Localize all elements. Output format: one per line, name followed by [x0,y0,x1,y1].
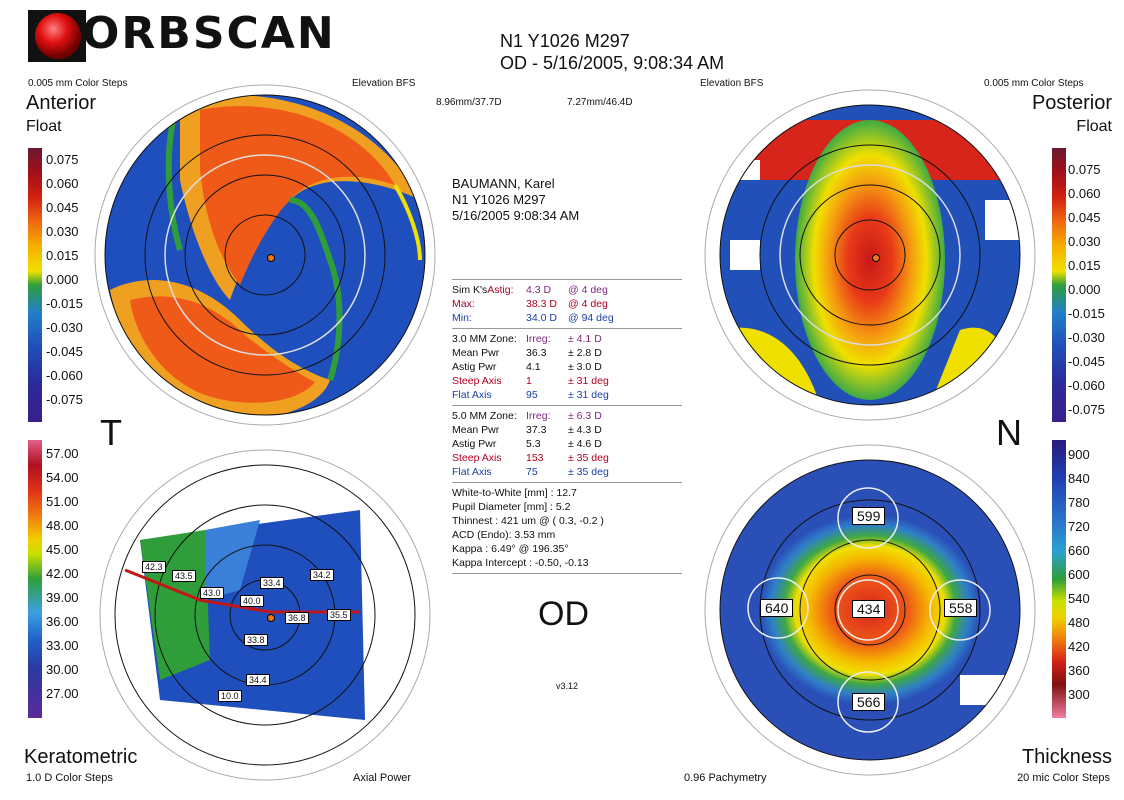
thinnest-value: Thinnest : 421 um @ ( 0.3, -0.2 ) [452,515,604,527]
anterior-float-label: Float [26,118,62,135]
ker-value-box: 42.3 [142,561,166,573]
thickness-title: Thickness [1021,746,1112,768]
patient-name: BAUMANN, Karel [452,176,555,191]
kappa-intercept-value: Kappa Intercept : -0.50, -0.13 [452,557,589,569]
ker-value-box: 43.0 [200,587,224,599]
pupil-center-marker [267,254,275,262]
ker-value-box: 40.0 [240,595,264,607]
ker-value-box: 43.5 [172,570,196,582]
bfs-left-value: 8.96mm/37.7D [436,97,502,108]
posterior-float-label: Float [1076,118,1112,135]
pachy-value-left: 640 [760,599,794,617]
thickness-scale-right: 900 840 780 720 660 600 540 480 420 360 300 [1068,447,1090,702]
ker-value-box: 33.4 [260,577,284,589]
pachy-value-bottom: 566 [852,693,886,711]
power-scale-left: 57.00 54.00 51.00 48.00 45.00 42.00 39.00 36.00… [46,446,79,701]
logo-text: ORBSCAN [82,8,336,59]
thickness-color-bar-right [1052,440,1066,718]
orbscan-logo: ORBSCAN [28,8,334,64]
nasal-letter: N [996,412,1022,453]
header-line-1: N1 Y1026 M297 [500,31,630,51]
pachy-value-top: 599 [852,507,886,525]
ker-value-box: 33.8 [244,634,268,646]
pupil-value: Pupil Diameter [mm] : 5.2 [452,501,571,513]
pachymetry-label: 0.96 Pachymetry [684,772,767,784]
posterior-map [704,89,1036,421]
thickness-steps: 20 mic Color Steps [1017,772,1110,784]
elevation-scale-left: 0.075 0.060 0.045 0.030 0.015 0.000 -0.015 -0.0… [46,152,83,407]
temporal-letter: T [100,412,122,453]
ker-value-box: 10.0 [218,690,242,702]
posterior-title: Posterior [1031,92,1112,114]
wtw-value: White-to-White [mm] : 12.7 [452,487,577,499]
stats-panel: Sim K'sAstig: 4.3 D @ 4 deg Max: 38.3 D … [452,276,682,577]
acd-value: ACD (Endo): 3.53 mm [452,529,556,541]
ker-value-box: 34.2 [310,569,334,581]
pachy-value-center: 434 [852,600,886,618]
right-elevation-mode: Elevation BFS [700,78,764,89]
eye-label: OD [538,595,589,633]
patient-id: N1 Y1026 M297 [452,192,546,207]
patient-info: BAUMANN, Karel N1 Y1026 M297 5/16/2005 9… [452,176,579,224]
elevation-scale-right: 0.075 0.060 0.045 0.030 0.015 0.000 -0.015 -0.0… [1068,162,1105,417]
keratometric-mode: Axial Power [353,772,412,784]
left-elevation-mode: Elevation BFS [352,78,416,89]
keratometric-steps: 1.0 D Color Steps [26,772,113,784]
pachy-value-right: 558 [944,599,978,617]
left-color-steps: 0.005 mm Color Steps [28,78,128,89]
version-label: v3.12 [556,681,579,691]
ker-value-box: 34.4 [246,674,270,686]
keratometric-title: Keratometric [24,746,138,768]
header-line-2: OD - 5/16/2005, 9:08:34 AM [500,53,725,73]
bfs-right-value: 7.27mm/46.4D [567,97,633,108]
kappa-value: Kappa : 6.49° @ 196.35° [452,543,569,555]
elevation-color-bar-right [1052,148,1066,422]
right-color-steps: 0.005 mm Color Steps [984,78,1084,89]
power-color-bar-left [28,440,42,718]
elevation-color-bar-left [28,148,42,422]
logo-sphere-icon [28,10,86,62]
keratometric-map [99,449,431,781]
anterior-title: Anterior [26,92,97,114]
anterior-map [94,84,436,426]
ker-value-box: 36.8 [285,612,309,624]
patient-datetime: 5/16/2005 9:08:34 AM [452,208,580,223]
ker-value-box: 35.5 [327,609,351,621]
